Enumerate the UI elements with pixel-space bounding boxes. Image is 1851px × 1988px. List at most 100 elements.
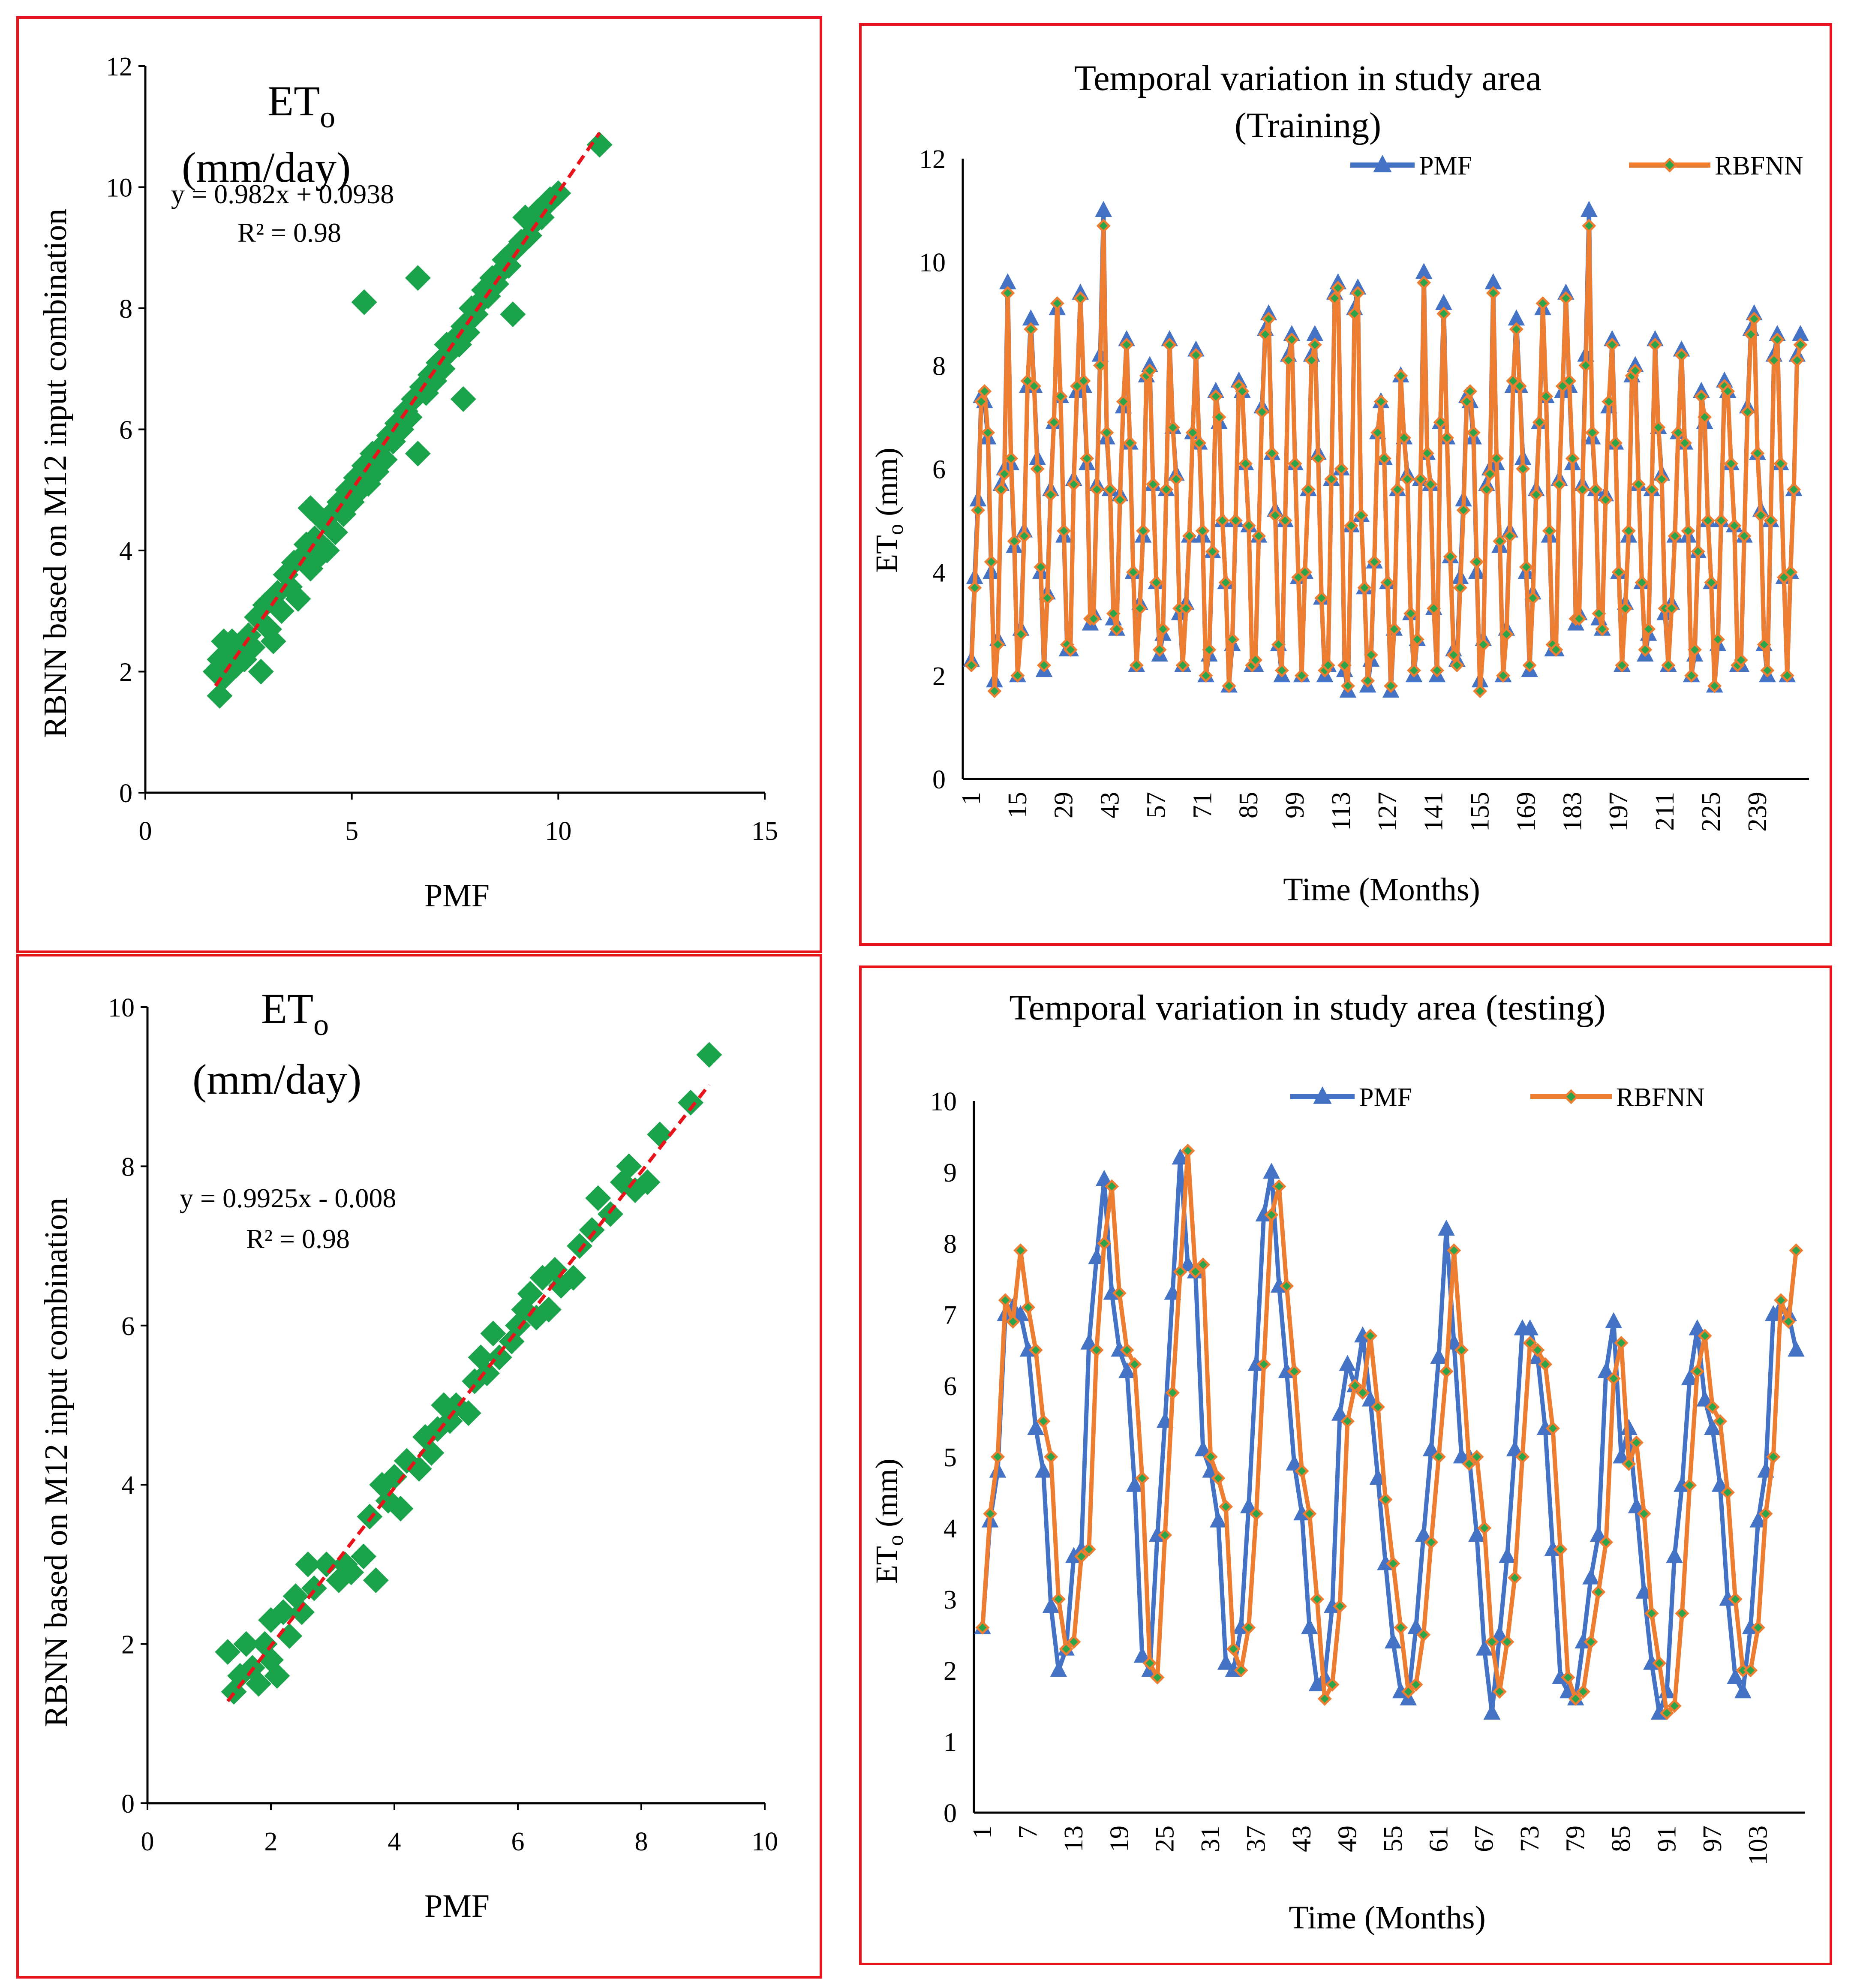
rbfnn-marker — [1420, 446, 1434, 460]
rbfnn-marker — [1641, 622, 1656, 636]
rbfnn-marker — [1265, 446, 1279, 460]
rbfnn-marker — [1169, 472, 1184, 487]
pmf-marker — [1468, 1525, 1485, 1542]
x-axis-label: PMF — [424, 1888, 490, 1924]
data-point — [486, 1344, 512, 1371]
rbfnn-marker — [1255, 405, 1269, 419]
y-tick-label: 10 — [106, 174, 132, 203]
rbfnn-marker — [1076, 373, 1091, 388]
x-tick-label: 91 — [1652, 1826, 1681, 1852]
rbfnn-marker — [1344, 518, 1358, 533]
y-tick-label: 0 — [121, 1790, 135, 1819]
rbfnn-marker — [1390, 482, 1405, 497]
y-tick-label: 1 — [944, 1728, 957, 1757]
rbfnn-marker — [1010, 668, 1025, 683]
rbfnn-marker — [1192, 436, 1207, 450]
x-tick-label: 37 — [1242, 1826, 1271, 1852]
rbfnn-marker — [1644, 1606, 1659, 1621]
rbfnn-marker — [1321, 658, 1335, 673]
rbfnn-marker — [1222, 679, 1236, 693]
rbfnn-marker — [1450, 658, 1464, 673]
pmf-marker — [1415, 1525, 1432, 1542]
x-tick-label: 73 — [1515, 1826, 1545, 1852]
rbfnn-marker — [1401, 1684, 1415, 1699]
rbfnn-marker — [971, 503, 985, 517]
rbfnn-marker — [1142, 1656, 1157, 1670]
rbfnn-marker — [1337, 658, 1352, 673]
x-tick-label: 197 — [1604, 792, 1633, 832]
rbfnn-marker — [1714, 513, 1728, 528]
rbfnn-marker — [1539, 389, 1554, 404]
rbfnn-marker — [1067, 477, 1081, 492]
x-tick-label: 113 — [1327, 792, 1356, 831]
rbfnn-marker — [1638, 643, 1653, 657]
pmf-marker — [1628, 1497, 1645, 1513]
pmf-marker — [1605, 1312, 1623, 1328]
rbfnn-marker — [1272, 1179, 1286, 1194]
rbfnn-marker — [1208, 389, 1223, 404]
pmf-marker — [1080, 1333, 1098, 1350]
rbfnn-marker — [1142, 363, 1157, 378]
pmf-marker — [1263, 1163, 1280, 1179]
rbfnn-marker — [1268, 508, 1283, 523]
rbfnn-marker — [1591, 1585, 1606, 1599]
rbfnn-marker — [1499, 627, 1514, 641]
x-tick-label: 25 — [1151, 1826, 1180, 1852]
rbfnn-marker — [1476, 637, 1490, 652]
rbfnn-marker — [1377, 451, 1391, 466]
rbfnn-marker — [1195, 523, 1210, 538]
rbfnn-marker — [1787, 482, 1801, 497]
rbfnn-marker — [1781, 1314, 1796, 1329]
rbfnn-marker — [1588, 482, 1603, 497]
rbfnn-marker — [1179, 601, 1193, 616]
y-tick-label: 8 — [121, 1152, 135, 1182]
y-tick-label: 4 — [944, 1514, 957, 1543]
rbfnn-marker — [1175, 658, 1190, 673]
pmf-marker — [1484, 273, 1502, 289]
data-point — [424, 1416, 451, 1442]
rbfnn-marker — [1158, 1528, 1172, 1543]
r-squared: R² = 0.98 — [246, 1224, 350, 1254]
x-tick-label: 99 — [1280, 792, 1310, 818]
rbfnn-marker — [1129, 658, 1144, 673]
pmf-marker — [1727, 1668, 1744, 1684]
y-tick-label: 0 — [119, 779, 132, 808]
rbfnn-marker — [1750, 446, 1765, 460]
rbfnn-marker — [1690, 1364, 1704, 1379]
rbfnn-marker — [1218, 575, 1233, 590]
rbfnn-marker — [1228, 513, 1243, 528]
pmf-marker — [999, 273, 1016, 289]
data-point — [418, 1440, 445, 1466]
rbfnn-marker — [1492, 1684, 1507, 1699]
rbfnn-marker — [1073, 291, 1088, 306]
x-tick-label: 55 — [1379, 1826, 1408, 1852]
rbfnn-marker — [1651, 420, 1666, 435]
rbfnn-marker — [1710, 632, 1725, 647]
rbfnn-marker — [1496, 668, 1511, 683]
pmf-marker — [1581, 201, 1598, 217]
rbfnn-marker — [1423, 477, 1438, 492]
rbfnn-marker — [1493, 534, 1507, 548]
rbfnn-marker — [1348, 1378, 1362, 1393]
rbfnn-marker — [1135, 1471, 1150, 1486]
rbfnn-marker — [991, 637, 1005, 652]
rbfnn-marker — [1417, 275, 1431, 290]
y-tick-label: 10 — [108, 993, 135, 1023]
rbfnn-marker — [1758, 1507, 1773, 1521]
y-tick-label: 2 — [932, 662, 946, 691]
rbfnn-marker — [1608, 436, 1623, 450]
rbfnn-marker — [1529, 487, 1544, 502]
data-point — [634, 1169, 661, 1195]
rbfnn-marker — [1162, 337, 1177, 352]
data-point — [351, 289, 377, 315]
pmf-marker — [1508, 309, 1525, 326]
rbfnn-marker — [1701, 513, 1715, 528]
pmf-marker — [1331, 1405, 1349, 1421]
rbfnn-marker — [1629, 1435, 1644, 1450]
legend-pmf-label: PMF — [1419, 151, 1472, 180]
data-point — [314, 538, 340, 563]
rbfnn-marker — [1454, 1343, 1469, 1357]
pmf-marker — [1210, 1511, 1227, 1528]
rbfnn-marker — [1523, 1335, 1537, 1350]
rbfnn-marker — [1133, 601, 1147, 616]
